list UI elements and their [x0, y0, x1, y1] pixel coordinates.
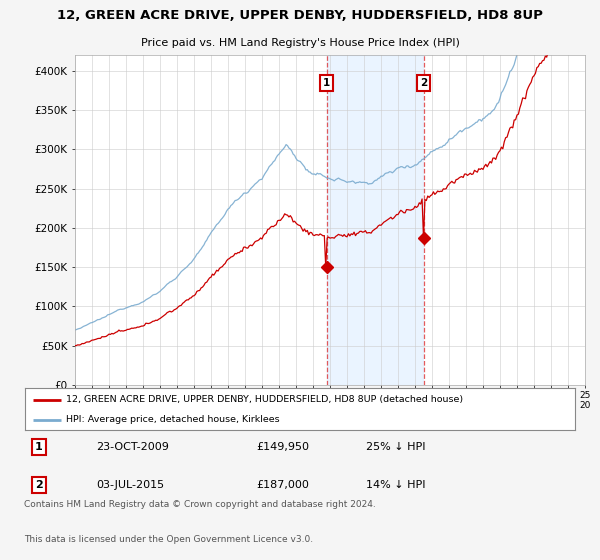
- Bar: [326, 55, 424, 385]
- Text: HPI: Average price, detached house, Kirklees: HPI: Average price, detached house, Kirk…: [66, 415, 280, 424]
- Text: 25% ↓ HPI: 25% ↓ HPI: [366, 442, 425, 452]
- Text: 12, GREEN ACRE DRIVE, UPPER DENBY, HUDDERSFIELD, HD8 8UP (detached house): 12, GREEN ACRE DRIVE, UPPER DENBY, HUDDE…: [66, 395, 463, 404]
- Text: 1: 1: [35, 442, 43, 452]
- Text: 2: 2: [35, 480, 43, 490]
- Text: Price paid vs. HM Land Registry's House Price Index (HPI): Price paid vs. HM Land Registry's House …: [140, 38, 460, 48]
- Text: 14% ↓ HPI: 14% ↓ HPI: [366, 480, 425, 490]
- Text: 2: 2: [420, 78, 427, 88]
- Text: Contains HM Land Registry data © Crown copyright and database right 2024.: Contains HM Land Registry data © Crown c…: [24, 500, 376, 509]
- Text: 03-JUL-2015: 03-JUL-2015: [97, 480, 164, 490]
- Text: This data is licensed under the Open Government Licence v3.0.: This data is licensed under the Open Gov…: [24, 535, 313, 544]
- Text: £187,000: £187,000: [256, 480, 309, 490]
- Text: £149,950: £149,950: [256, 442, 309, 452]
- Text: 1: 1: [323, 78, 330, 88]
- Text: 12, GREEN ACRE DRIVE, UPPER DENBY, HUDDERSFIELD, HD8 8UP: 12, GREEN ACRE DRIVE, UPPER DENBY, HUDDE…: [57, 9, 543, 22]
- Text: 23-OCT-2009: 23-OCT-2009: [97, 442, 169, 452]
